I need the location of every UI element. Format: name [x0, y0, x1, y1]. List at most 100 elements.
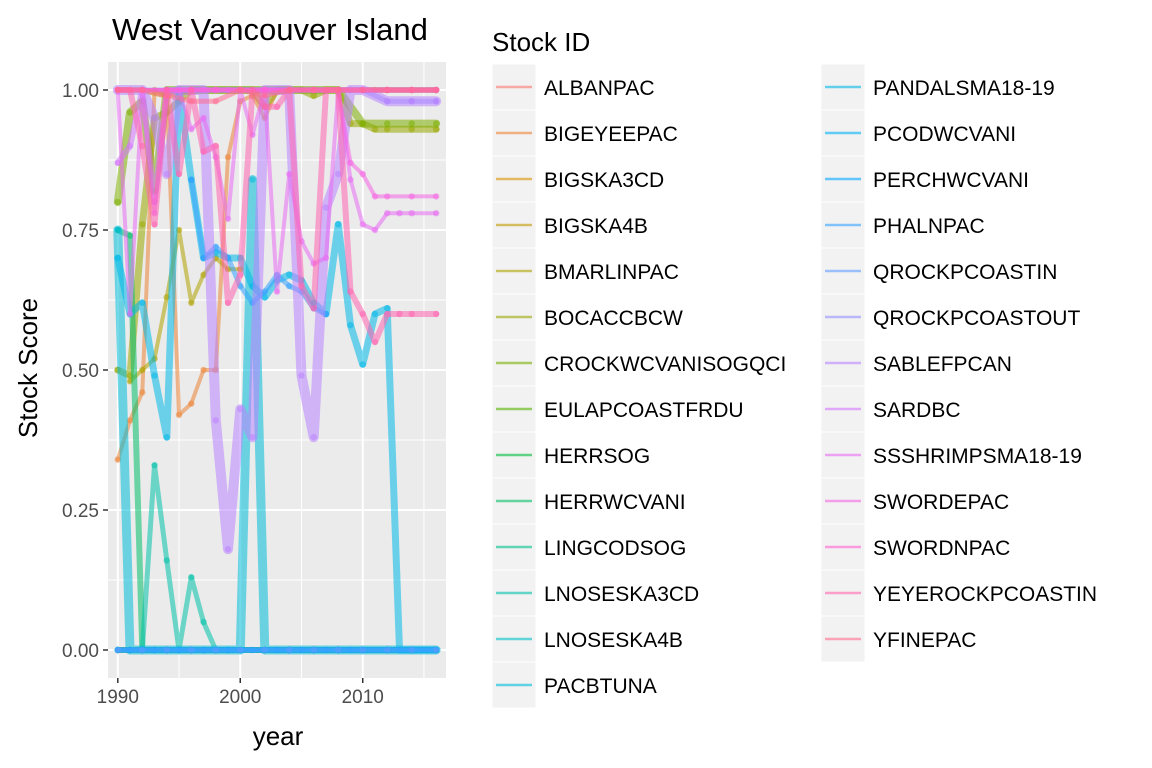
data-point — [114, 198, 121, 206]
data-point — [298, 282, 305, 290]
data-point — [408, 98, 415, 105]
legend-item: LINGCODSOG — [491, 523, 686, 571]
legend-item: LNOSESKA4B — [491, 615, 683, 663]
data-point — [384, 86, 391, 94]
x-tick-label: 2000 — [219, 687, 261, 708]
legend-label: BIGSKA4B — [544, 215, 648, 238]
legend-item: YFINEPAC — [820, 615, 976, 663]
data-point — [139, 646, 146, 654]
data-point — [114, 646, 121, 654]
data-point — [347, 322, 354, 329]
data-point — [151, 221, 158, 228]
data-point — [433, 193, 440, 200]
data-point — [163, 86, 170, 94]
data-point — [212, 417, 219, 424]
data-point — [114, 159, 121, 166]
chart-title: West Vancouver Island — [112, 12, 428, 47]
legend-item: QROCKPCOASTOUT — [820, 293, 1080, 341]
data-point — [359, 120, 366, 127]
legend-item: HERRWCVANI — [491, 477, 686, 525]
legend-label: SWORDEPAC — [873, 491, 1009, 514]
data-point — [335, 221, 342, 228]
legend-label: QROCKPCOASTIN — [873, 261, 1057, 284]
legend-label: BOCACCBCW — [544, 307, 683, 330]
legend-item: LNOSESKA3CD — [491, 569, 699, 617]
legend-label: HERRWCVANI — [544, 491, 686, 514]
legend-label: QROCKPCOASTOUT — [873, 307, 1080, 330]
series-YFINEPAC — [114, 86, 440, 105]
data-point — [188, 299, 195, 306]
legend-item: SWORDEPAC — [820, 477, 1009, 525]
legend-label: PERCHWCVANI — [873, 169, 1029, 192]
legend-label: PACBTUNA — [544, 675, 657, 698]
data-point — [249, 176, 256, 183]
data-point — [212, 98, 219, 105]
data-point — [335, 86, 342, 94]
data-point — [126, 232, 134, 239]
legend-item: BMARLINPAC — [491, 247, 679, 295]
legend-label: LNOSESKA4B — [544, 629, 683, 652]
data-point — [261, 92, 268, 99]
legend-item: PHALNPAC — [820, 201, 985, 249]
data-point — [359, 310, 366, 318]
data-point — [433, 646, 440, 654]
data-point — [347, 176, 354, 183]
data-point — [359, 86, 366, 94]
legend-label: BMARLINPAC — [544, 261, 679, 284]
data-point — [175, 411, 183, 418]
legend-label: LINGCODSOG — [544, 537, 686, 560]
data-point — [433, 210, 440, 217]
data-point — [347, 159, 354, 166]
series-line — [128, 228, 243, 384]
legend-item: PACBTUNA — [491, 661, 657, 709]
data-point — [163, 170, 170, 178]
data-point — [237, 646, 244, 654]
data-point — [396, 210, 403, 217]
data-point — [139, 366, 146, 374]
legend-item: PCODWCVANI — [820, 109, 1016, 157]
data-point — [126, 310, 134, 318]
data-point — [286, 646, 293, 654]
data-point — [322, 254, 330, 262]
legend-item: HERRSOG — [491, 431, 650, 479]
data-point — [408, 310, 415, 318]
data-point — [433, 120, 440, 127]
data-point — [237, 406, 244, 413]
data-point — [261, 86, 268, 94]
data-point — [212, 86, 219, 94]
data-point — [188, 574, 195, 581]
data-point — [151, 372, 158, 379]
data-point — [163, 557, 170, 564]
data-point — [151, 462, 158, 469]
data-point — [175, 170, 183, 178]
data-point — [139, 86, 146, 94]
data-point — [286, 271, 293, 278]
data-point — [200, 148, 207, 155]
y-tick-label: 1.00 — [62, 81, 99, 102]
data-point — [359, 170, 366, 178]
x-tick-label: 1990 — [97, 687, 139, 708]
data-point — [286, 170, 293, 178]
data-point — [408, 646, 415, 654]
legend-item: BIGSKA3CD — [491, 155, 664, 203]
data-point — [261, 103, 268, 111]
data-point — [261, 646, 268, 654]
data-point — [359, 361, 366, 368]
legend-label: PCODWCVANI — [873, 123, 1016, 146]
data-point — [371, 193, 379, 200]
legend-item: SSSHRIMPSMA18-19 — [820, 431, 1082, 479]
data-point — [114, 226, 121, 234]
legend-item: BOCACCBCW — [491, 293, 683, 341]
data-point — [384, 646, 391, 654]
data-point — [261, 288, 268, 295]
series-line — [115, 87, 439, 104]
legend-item: QROCKPCOASTIN — [820, 247, 1057, 295]
legend-label: BIGSKA3CD — [544, 169, 664, 192]
data-point — [408, 86, 415, 94]
data-point — [151, 114, 158, 122]
legend-item: PERCHWCVANI — [820, 155, 1029, 203]
data-point — [200, 618, 207, 626]
data-point — [188, 646, 195, 654]
data-point — [347, 288, 354, 295]
legend-item: BIGSKA4B — [491, 201, 648, 249]
